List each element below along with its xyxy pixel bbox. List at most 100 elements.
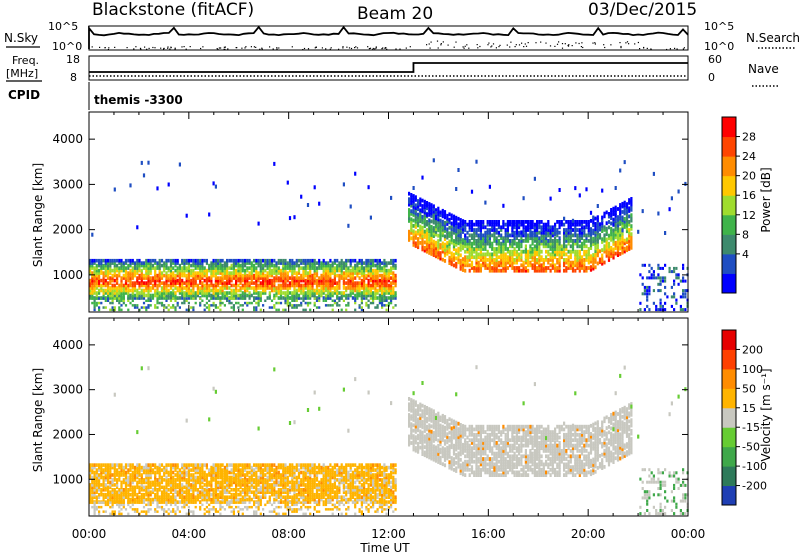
range-gate-cell (372, 273, 375, 278)
range-gate-cell (336, 283, 339, 288)
range-gate-cell (594, 230, 597, 234)
range-gate-cell (336, 286, 339, 290)
range-gate-cell (201, 485, 204, 490)
range-gate-cell (286, 288, 289, 293)
range-gate-cell (154, 261, 157, 265)
range-gate-cell (253, 268, 256, 273)
power-data (89, 158, 689, 312)
range-gate-cell (569, 225, 572, 230)
range-gate-cell (174, 291, 177, 295)
range-gate-cell (475, 244, 478, 249)
range-gate-cell (488, 239, 491, 243)
range-gate-cell (315, 281, 319, 285)
range-gate-cell (151, 488, 155, 492)
range-gate-cell (190, 288, 193, 293)
range-gate-cell (203, 308, 206, 312)
range-gate-cell (219, 263, 222, 268)
range-gate-cell (495, 260, 498, 265)
range-gate-cell (194, 276, 197, 280)
range-gate-cell (190, 495, 193, 499)
range-gate-cell (340, 266, 343, 270)
range-gate-cell (354, 271, 357, 275)
range-gate-cell (410, 228, 413, 233)
range-gate-cell (587, 252, 590, 257)
range-gate-cell (430, 206, 433, 210)
range-gate-cell (313, 288, 316, 293)
range-gate-cell (428, 221, 431, 225)
range-gate-cell (518, 220, 521, 224)
range-gate-cell (223, 500, 226, 504)
range-gate-cell (210, 261, 213, 265)
range-gate-cell (154, 473, 157, 477)
range-gate-cell (324, 304, 328, 307)
range-gate-cell (136, 266, 139, 270)
range-gate-cell (273, 281, 276, 285)
range-gate-cell (365, 283, 368, 288)
range-gate-cell (203, 283, 206, 288)
range-gate-cell (574, 220, 577, 224)
range-gate-cell (235, 293, 238, 298)
range-gate-cell (185, 492, 188, 497)
range-gate-cell (223, 281, 226, 285)
range-gate-cell (625, 237, 629, 242)
range-gate-cell (381, 306, 384, 309)
range-gate-cell (154, 510, 157, 513)
range-gate-cell (390, 276, 393, 280)
range-gate-cell (102, 293, 105, 298)
range-gate-cell (230, 291, 233, 295)
range-gate-cell (196, 465, 199, 470)
range-gate-cell (147, 261, 150, 265)
range-gate-cell (91, 273, 94, 278)
range-gate-cell (136, 430, 139, 435)
range-gate-cell (169, 463, 173, 467)
range-gate-cell (378, 273, 381, 278)
range-gate-cell (473, 249, 476, 254)
range-gate-cell (176, 478, 179, 482)
range-gate-cell (100, 473, 103, 477)
range-gate-cell (288, 268, 292, 273)
nsearch-point (342, 46, 344, 48)
range-gate-cell (434, 254, 438, 259)
range-gate-cell (410, 231, 413, 235)
range-gate-cell (165, 258, 168, 263)
range-gate-cell (585, 222, 588, 227)
nsearch-point (669, 48, 671, 50)
range-gate-cell (212, 468, 215, 472)
range-gate-cell (163, 497, 166, 502)
range-gate-cell (239, 271, 242, 275)
range-gate-cell (246, 276, 249, 280)
range-gate-cell (601, 221, 604, 225)
range-gate-cell (594, 227, 597, 232)
range-gate-cell (214, 485, 217, 490)
range-gate-cell (372, 258, 375, 263)
range-gate-cell (174, 268, 177, 273)
range-gate-cell (93, 258, 96, 263)
range-gate-cell (212, 386, 215, 391)
range-gate-cell (129, 271, 132, 275)
range-gate-cell (625, 240, 629, 244)
range-gate-cell (630, 245, 633, 250)
range-gate-cell (430, 227, 433, 232)
range-gate-cell (461, 243, 465, 248)
range-gate-cell (554, 266, 557, 270)
range-gate-cell (358, 288, 361, 293)
range-gate-cell (549, 228, 552, 232)
range-gate-cell (273, 161, 276, 166)
range-gate-cell (196, 495, 199, 499)
range-gate-cell (488, 220, 491, 224)
range-gate-cell (120, 258, 123, 263)
range-gate-cell (217, 510, 220, 513)
range-gate-cell (201, 271, 204, 275)
range-gate-cell (147, 468, 150, 472)
range-gate-cell (93, 505, 96, 509)
range-gate-cell (509, 239, 512, 243)
range-gate-cell (421, 242, 424, 246)
range-gate-cell (421, 220, 424, 225)
range-gate-cell (358, 306, 361, 309)
range-gate-cell (372, 291, 375, 295)
range-gate-cell (448, 220, 451, 225)
range-gate-cell (107, 495, 110, 499)
range-gate-cell (421, 209, 424, 214)
range-gate-cell (165, 288, 168, 293)
range-gate-cell (100, 475, 103, 480)
